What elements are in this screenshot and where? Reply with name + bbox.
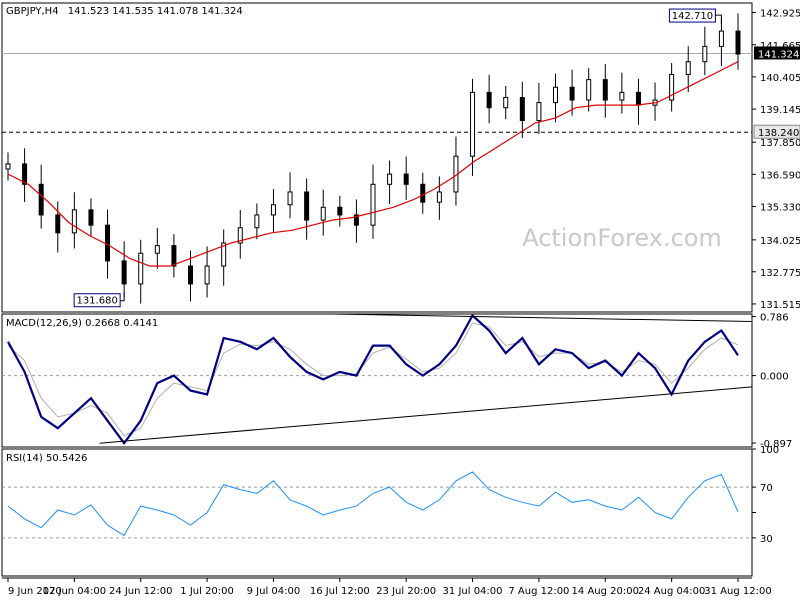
candle-body — [519, 96, 525, 121]
rsi-tick-label: 100 — [760, 445, 779, 456]
time-tick-label: 16 Jul 12:00 — [310, 586, 370, 597]
candle-body — [536, 102, 542, 121]
price-tick-label: 142.925 — [760, 9, 800, 20]
pane-frame-2 — [1, 448, 753, 577]
macd-tick-label: -0.897 — [760, 439, 792, 450]
candle-body — [154, 245, 160, 254]
candle-body — [221, 242, 227, 267]
current-price-box — [754, 46, 800, 60]
symbol-label: GBPJPY,H4 — [6, 6, 59, 17]
candle-body — [619, 91, 625, 101]
candle-body — [387, 173, 393, 185]
low-label: 131.680 — [76, 296, 117, 307]
candle-body — [569, 86, 575, 101]
candle-body — [237, 227, 243, 244]
candle-body — [88, 209, 94, 226]
price-tick-label: 131.515 — [760, 300, 800, 311]
macd-signal-line — [7, 322, 739, 437]
candle-body — [370, 183, 376, 226]
level-price-label: 138.240 — [758, 128, 799, 139]
candle-body — [320, 206, 326, 221]
pane-frame-0 — [1, 2, 753, 313]
price-tick-label: 134.025 — [760, 236, 800, 247]
candle-body — [436, 191, 442, 203]
candle-body — [553, 86, 558, 104]
candle-body — [602, 79, 608, 101]
candle-body — [38, 183, 44, 216]
candle-body — [470, 91, 476, 157]
candle-body — [188, 265, 193, 285]
candle-body — [669, 74, 675, 101]
price-tick-label: 141.665 — [760, 41, 800, 52]
time-tick-label: 9 Jun 2020 — [8, 586, 62, 597]
time-tick-label: 31 Aug 12:00 — [704, 586, 771, 597]
chart-header: GBPJPY,H4 141.523 141.535 141.078 141.32… — [6, 6, 243, 17]
rsi-title: RSI(14) 50.5426 — [6, 453, 88, 464]
candle-body — [403, 173, 409, 185]
price-tick-label: 135.330 — [760, 203, 800, 214]
candle-body — [5, 163, 11, 170]
moving-average-line — [7, 61, 739, 267]
macd-tick-label: 0.786 — [760, 313, 789, 324]
candle-body — [138, 252, 144, 285]
macd-title: MACD(12,26,9) 0.2668 0.4141 — [6, 318, 159, 329]
price-tick-label: 132.775 — [760, 268, 800, 279]
rsi-tick-label: 70 — [760, 483, 773, 494]
candle-body — [121, 260, 127, 285]
candle-body — [105, 224, 111, 262]
time-tick-label: 9 Jul 04:00 — [247, 586, 301, 597]
high-label-connector — [715, 14, 722, 25]
price-tick-label: 137.850 — [760, 138, 800, 149]
candle-body — [486, 91, 492, 109]
low-label-connector — [120, 291, 125, 302]
price-tick-label: 136.590 — [760, 170, 800, 181]
time-tick-label: 24 Aug 04:00 — [638, 586, 705, 597]
macd-line — [7, 313, 739, 446]
time-tick-label: 1 Jul 20:00 — [180, 586, 234, 597]
candle-body — [22, 163, 28, 185]
time-tick-label: 17 Jun 04:00 — [43, 586, 107, 597]
candle-body — [353, 214, 359, 226]
candle-body — [254, 214, 260, 229]
candle-body — [702, 45, 708, 63]
macd-tick-label: 0.000 — [760, 372, 789, 383]
candle-body — [718, 30, 724, 47]
candle-body — [287, 191, 293, 206]
candle-body — [204, 265, 210, 285]
candle-body — [337, 206, 343, 216]
candle-body — [735, 30, 741, 55]
current-price-label: 141.324 — [758, 49, 799, 60]
macd-upper-trendline — [331, 313, 753, 323]
candle-body — [635, 91, 641, 106]
candle-body — [304, 191, 310, 221]
time-tick-label: 7 Aug 12:00 — [508, 586, 569, 597]
time-tick-label: 14 Aug 20:00 — [572, 586, 639, 597]
candle-body — [55, 214, 61, 234]
candle-body — [420, 183, 426, 203]
rsi-tick-label: 30 — [760, 534, 773, 545]
macd-lower-trendline — [99, 386, 753, 444]
rsi-line — [7, 471, 739, 537]
candle-body — [71, 209, 77, 234]
pane-frame-1 — [1, 313, 753, 448]
candle-body — [171, 245, 177, 267]
time-tick-label: 24 Jun 12:00 — [109, 586, 173, 597]
time-tick-label: 23 Jul 20:00 — [376, 586, 436, 597]
time-tick-label: 31 Jul 04:00 — [443, 586, 503, 597]
candle-body — [503, 96, 509, 109]
level-price-box — [753, 124, 800, 139]
candle-body — [685, 61, 691, 76]
high-label: 142.710 — [672, 11, 713, 22]
candle-body — [270, 204, 276, 216]
price-tick-label: 140.405 — [760, 73, 800, 84]
price-tick-label: 139.145 — [760, 105, 800, 116]
ohlc-label: 141.523 141.535 141.078 141.324 — [67, 6, 243, 17]
candle-body — [586, 79, 592, 101]
watermark-text: ActionForex.com — [522, 224, 722, 252]
